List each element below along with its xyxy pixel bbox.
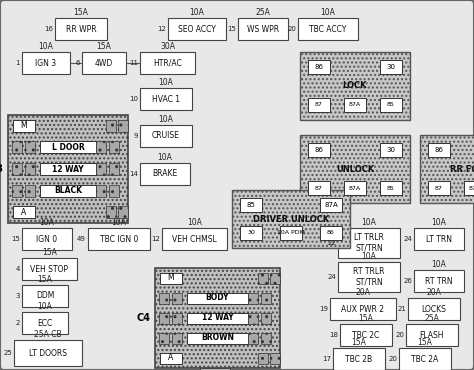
Text: 10A: 10A (431, 260, 447, 269)
Bar (40, 185, 96, 196)
Text: 25A CB: 25A CB (34, 330, 62, 339)
Bar (109, 163, 119, 175)
Text: 85: 85 (246, 202, 255, 208)
Bar (380, 98, 402, 112)
Bar (155, 268, 280, 368)
Bar (96, 185, 106, 196)
Text: TBC 2C: TBC 2C (352, 330, 380, 340)
Text: LOCK: LOCK (343, 81, 367, 91)
Bar (298, 18, 358, 40)
Bar (159, 313, 169, 323)
Text: 10A: 10A (187, 218, 202, 227)
Bar (248, 313, 258, 323)
Text: VEH STOP: VEH STOP (30, 265, 69, 273)
Text: 20: 20 (395, 332, 404, 338)
Text: 15: 15 (11, 236, 20, 242)
Bar (140, 88, 192, 110)
Bar (88, 228, 150, 250)
Bar (399, 348, 451, 370)
Text: 4WD: 4WD (95, 58, 113, 67)
Text: CRUISE: CRUISE (152, 131, 180, 141)
Text: 10A: 10A (38, 42, 54, 51)
Text: 4: 4 (16, 266, 20, 272)
Bar (406, 324, 458, 346)
Text: 86: 86 (315, 147, 323, 153)
Text: UNLOCK: UNLOCK (336, 165, 374, 174)
Text: 87A: 87A (324, 202, 338, 208)
Bar (159, 333, 169, 343)
Bar (261, 293, 271, 303)
Bar (162, 228, 227, 250)
Text: ECC: ECC (37, 319, 53, 327)
Text: C4: C4 (137, 313, 151, 323)
Bar (160, 272, 182, 283)
Text: 10A: 10A (157, 153, 173, 162)
Text: 10A: 10A (159, 78, 173, 87)
Text: 26: 26 (403, 278, 412, 284)
Text: 87A: 87A (349, 185, 361, 191)
Text: FLASH: FLASH (420, 330, 444, 340)
Text: 2: 2 (16, 320, 20, 326)
Text: 10A: 10A (431, 218, 447, 227)
Text: 3: 3 (16, 293, 20, 299)
Bar (300, 135, 410, 203)
Text: HVAC 1: HVAC 1 (152, 94, 180, 104)
Bar (22, 228, 72, 250)
Bar (12, 141, 22, 153)
Text: 30A: 30A (160, 42, 175, 51)
Text: 25A: 25A (255, 8, 271, 17)
Bar (240, 198, 262, 212)
Text: DRIVER UNLOCK: DRIVER UNLOCK (253, 215, 329, 223)
Bar (25, 163, 35, 175)
Bar (82, 52, 126, 74)
Text: RR FOG LP: RR FOG LP (450, 165, 474, 174)
Text: 85: 85 (387, 185, 395, 191)
Text: 87A: 87A (349, 102, 361, 108)
Bar (270, 353, 280, 363)
Bar (414, 270, 464, 292)
Bar (338, 262, 400, 292)
Text: TBC 2B: TBC 2B (346, 354, 373, 363)
Bar (380, 143, 402, 157)
Bar (160, 353, 182, 363)
Text: LT TRLR
ST/TRN: LT TRLR ST/TRN (354, 233, 384, 253)
Text: 12: 12 (151, 236, 160, 242)
Text: 1: 1 (16, 60, 20, 66)
Bar (308, 60, 330, 74)
Text: 86: 86 (315, 64, 323, 70)
Text: 10A: 10A (37, 302, 53, 311)
Text: C3: C3 (0, 164, 4, 174)
Bar (172, 313, 182, 323)
Bar (280, 226, 302, 240)
Text: AUX PWR 2: AUX PWR 2 (341, 305, 384, 313)
Bar (248, 293, 258, 303)
Text: 87: 87 (435, 185, 443, 191)
Bar (340, 324, 392, 346)
Text: 21: 21 (397, 306, 406, 312)
Text: 10A: 10A (362, 218, 376, 227)
Text: 10A: 10A (39, 218, 55, 227)
Text: 22: 22 (327, 240, 336, 246)
Text: 85: 85 (387, 102, 395, 108)
Bar (330, 298, 396, 320)
Text: 14: 14 (129, 171, 138, 177)
Text: 87: 87 (315, 102, 323, 108)
Text: 15A: 15A (97, 42, 111, 51)
Bar (380, 60, 402, 74)
Text: WS WPR: WS WPR (247, 24, 279, 34)
Text: 10A: 10A (320, 8, 336, 17)
Bar (320, 226, 342, 240)
Text: 15A: 15A (352, 338, 366, 347)
Bar (320, 198, 342, 212)
Bar (248, 333, 258, 343)
Bar (344, 98, 366, 112)
Text: LT DOORS: LT DOORS (29, 349, 67, 357)
Text: 15A: 15A (42, 248, 57, 257)
Bar (270, 272, 280, 283)
Text: 10A: 10A (190, 8, 204, 17)
Text: 20: 20 (287, 26, 296, 32)
Text: 19: 19 (319, 306, 328, 312)
Bar (420, 135, 474, 203)
Text: LT TRN: LT TRN (426, 235, 452, 243)
